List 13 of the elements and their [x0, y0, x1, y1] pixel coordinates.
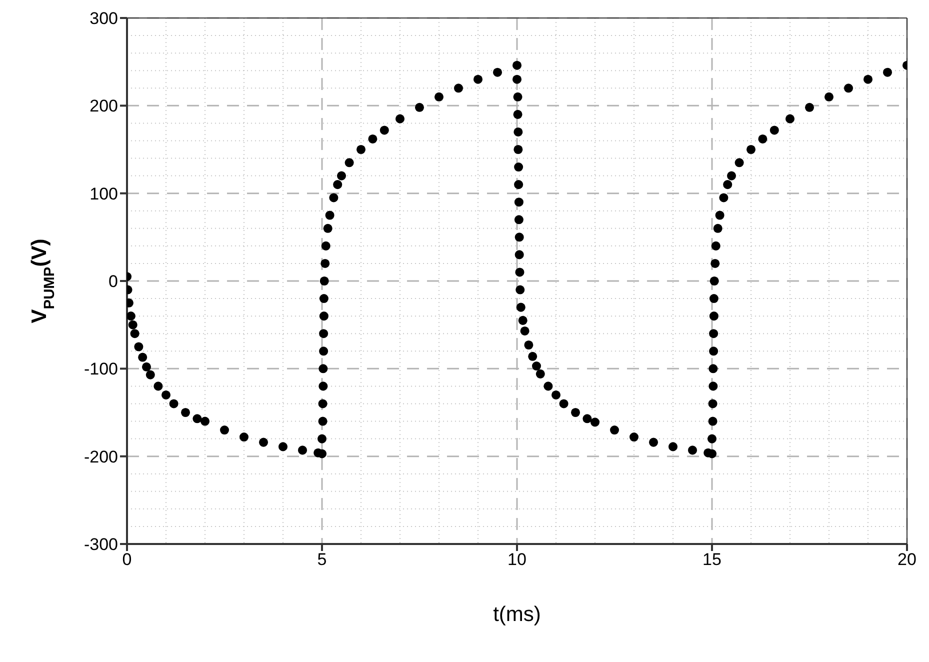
x-tick-label: 10: [508, 550, 526, 570]
y-tick-label: 200: [90, 96, 118, 116]
y-tick-label: -300: [84, 535, 118, 554]
x-axis-title: t(ms): [493, 603, 541, 626]
y-tick-label: -200: [84, 447, 118, 466]
y-tick-label: 300: [90, 9, 118, 28]
x-tick-label: 0: [122, 550, 132, 570]
y-tick-label: 100: [90, 184, 118, 204]
x-tick-label: 20: [898, 550, 916, 570]
y-tick-label: 0: [108, 272, 118, 292]
y-tick-label: -100: [84, 360, 118, 379]
x-tick-label: 5: [317, 550, 327, 570]
x-tick-label: 15: [702, 550, 722, 570]
